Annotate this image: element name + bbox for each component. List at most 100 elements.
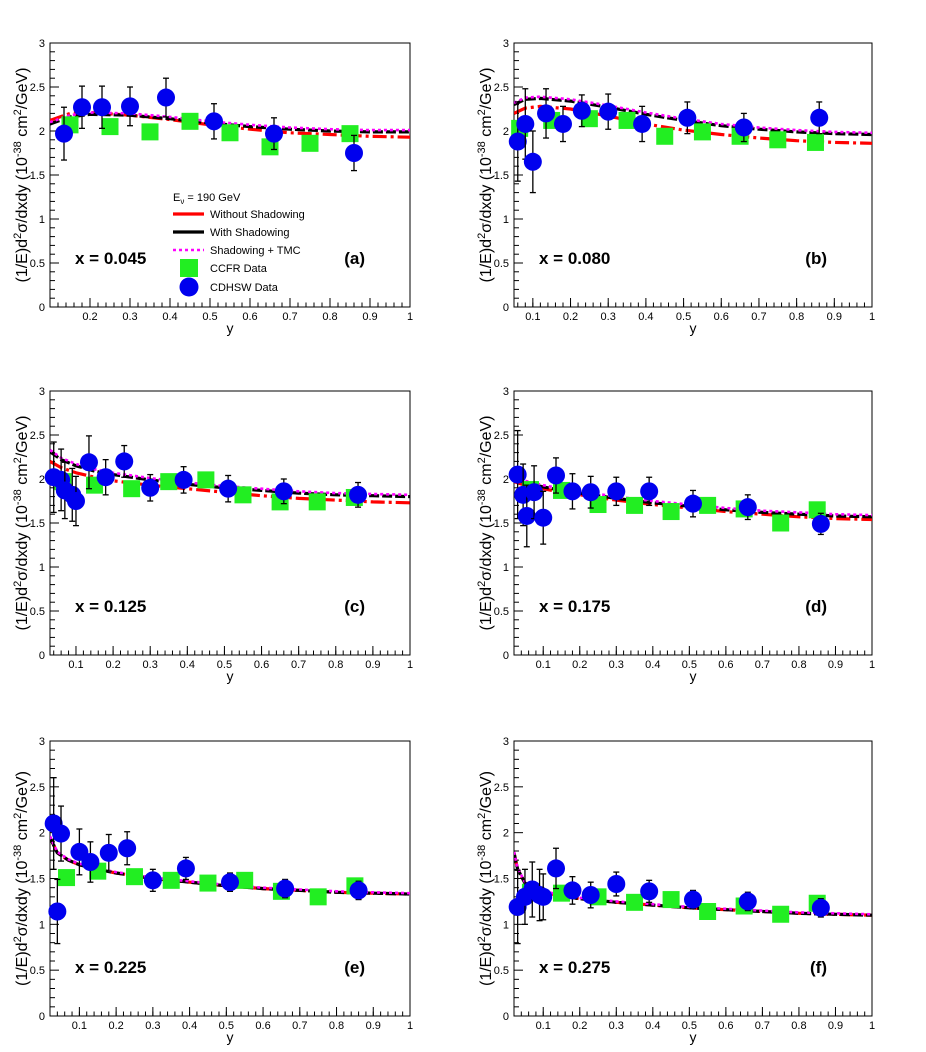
y-axis-label-part: σ/dxdy (10 [478,861,495,937]
curve-with-shadowing [514,96,872,137]
y-axis-label-part: cm [14,463,31,489]
panel-label: (c) [344,597,365,616]
y-axis-label-part: /GeV) [478,771,495,813]
cdhsw-point [349,485,368,504]
ccfr-point [693,123,711,141]
curve-without-shadowing [50,460,410,505]
x-tick-label: 0.5 [682,659,697,671]
ccfr-point [309,888,327,906]
cdhsw-point [276,879,295,898]
y-axis-label-part: cm [14,115,31,141]
cdhsw-point [143,871,162,890]
y-axis-label: (1/E)d2σ/dxdy (10-38 cm2/GeV) [476,416,495,631]
y-tick-label: 3 [503,736,509,748]
chart-panel-d: 0 0.5 1 1.5 2 2.5 3 0.1 0.2 0.3 0.4 0.5 0.6 0.7 0.8 0.9… [476,386,875,684]
y-axis-label-part: σ/dxdy (10 [14,861,31,937]
y-tick-label: 0.5 [494,258,509,270]
x-tick-label: 0.4 [180,659,195,671]
cdhsw-point [684,494,702,513]
x-axis-label: y [227,320,234,336]
legend-item-label: With Shadowing [210,227,290,239]
y-axis-label-part: (1/E)d [14,942,31,986]
cdhsw-point [563,482,582,501]
cdhsw-point [121,97,139,116]
cdhsw-point [174,470,193,489]
x-tick-label: 0.3 [143,659,158,671]
x-tick-label: 0.5 [676,311,691,323]
y-tick-label: 0 [39,1011,45,1023]
chart-panel-a: 0 0.5 1 1.5 2 2.5 3 0.2 0.3 0.4 0.5 0.6 0.7 0.8 0.9 1 y (… [12,38,413,336]
curve-without-shadowing [514,480,872,522]
cdhsw-point [811,514,830,533]
ccfr-point [234,486,252,504]
cdhsw-point [219,479,238,498]
cdhsw-point [349,881,368,900]
cdhsw-point [810,108,829,127]
cdhsw-point [553,114,572,133]
y-axis-label: (1/E)d2σ/dxdy (10-38 cm2/GeV) [476,771,495,986]
x-tick-label: 0.8 [322,311,337,323]
panel-x-value: x = 0.080 [539,249,610,268]
ccfr-point [58,869,76,887]
cdhsw-point [734,118,753,137]
x-tick-label: 0.7 [282,311,297,323]
cdhsw-point [607,875,626,893]
y-axis-label-part: (1/E)d [478,942,495,986]
y-axis-label-sup: 2 [12,109,24,115]
x-tick-label: 0.2 [108,1020,123,1032]
y-axis-label-sup: -38 [12,489,24,505]
y-tick-label: 0.5 [30,606,45,618]
y-tick-label: 2.5 [30,430,45,442]
ccfr-point [199,874,217,892]
cdhsw-point [265,124,283,143]
ccfr-point [197,471,215,489]
ccfr-point [699,496,717,514]
y-axis-label-part: σ/dxdy (10 [14,157,31,233]
ccfr-point [618,111,636,129]
x-tick-label: 0.7 [292,1020,307,1032]
y-axis-label-sup: -38 [476,141,488,157]
x-tick-label: 0.9 [827,311,842,323]
chart-panel-e: 0 0.5 1 1.5 2 2.5 3 0.1 0.2 0.3 0.4 0.5 0.6 0.7 0.8 0.9… [12,736,413,1045]
ccfr-point [181,112,199,130]
ccfr-point [699,903,717,920]
cdhsw-point [547,466,566,485]
x-tick-label: 0.6 [242,311,257,323]
x-tick-label: 0.5 [219,1020,234,1032]
y-axis-label: (1/E)d2σ/dxdy (10-38 cm2/GeV) [12,68,31,283]
curve-shadowing-tmc [514,95,872,135]
cdhsw-point [607,482,626,501]
cdhsw-point [523,152,542,171]
legend-item-label: Shadowing + TMC [210,245,301,257]
cdhsw-point [678,108,697,127]
x-tick-label: 0.8 [791,1020,806,1032]
y-tick-label: 1.5 [494,518,509,530]
y-tick-label: 0 [39,650,45,662]
ccfr-point [221,124,239,142]
y-tick-label: 1.5 [30,518,45,530]
x-tick-label: 0.9 [828,659,843,671]
y-tick-label: 1.5 [494,170,509,182]
y-axis-label-sup: 2 [476,936,488,942]
y-axis-label-sup: 2 [476,457,488,463]
x-tick-label: 0.6 [718,659,733,671]
y-tick-label: 1 [503,919,509,931]
cdhsw-point [81,853,100,871]
y-axis-label-part: σ/dxdy (10 [478,157,495,233]
panel-x-value: x = 0.175 [539,597,610,616]
y-axis-label-part: cm [478,115,495,141]
legend-header-e: E [173,192,180,204]
legend-header-sub: ν [180,197,184,206]
y-tick-label: 0.5 [494,606,509,618]
panel-label: (a) [344,249,365,268]
cdhsw-point [534,887,553,906]
cdhsw-point [811,898,830,917]
ccfr-point [101,118,119,136]
chart-panel-f: 0 0.5 1 1.5 2 2.5 3 0.1 0.2 0.3 0.4 0.5 0.6 0.7 0.8 0.9… [476,736,875,1045]
y-axis-label-part: (1/E)d [14,239,31,283]
cdhsw-point [99,843,118,862]
ccfr-point [656,127,674,145]
ccfr-point [626,893,644,911]
y-axis-label-sup: -38 [476,489,488,505]
